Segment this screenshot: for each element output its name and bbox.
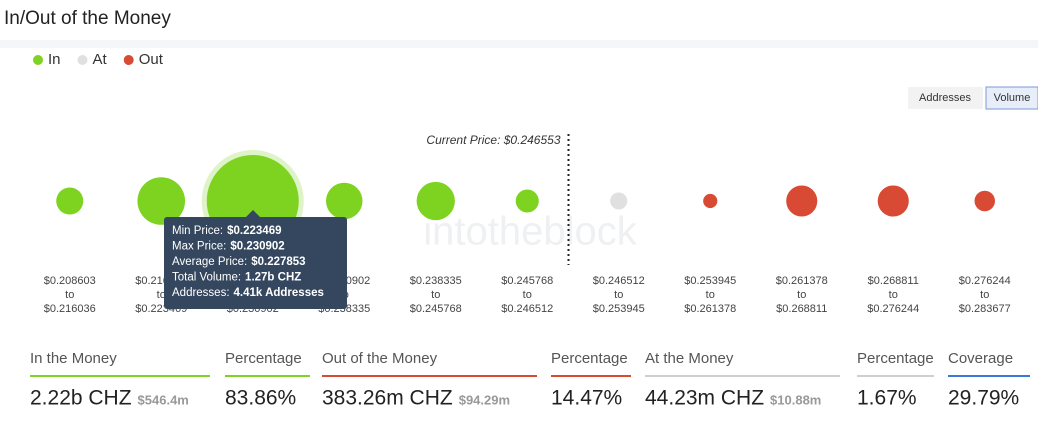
bubble [610,192,628,210]
summary-underline [948,375,1030,377]
summary-title: In the Money [30,350,117,367]
range-to: $0.246512 [501,303,553,315]
watermark: intotheblock [423,210,637,254]
range-word: to [706,289,715,301]
tooltip-value: $0.230902 [230,241,284,253]
summary-underline [645,375,840,377]
bubble [786,185,818,217]
summary-title: At the Money [645,350,734,367]
tooltip-value: $0.227853 [251,256,305,268]
legend-dot [123,55,134,65]
button-label[interactable]: Addresses [919,92,971,104]
bubble [877,185,909,217]
summary-value: 1.67% [857,387,917,410]
range-from: $0.246512 [593,275,645,287]
range-to: $0.276244 [867,303,919,315]
tooltip-label: Min Price: [172,225,223,237]
bubble [416,181,455,221]
summary-title: Out of the Money [322,350,438,367]
range-word: to [157,289,166,301]
button-active[interactable] [985,86,1038,110]
bubble [56,187,84,215]
bubble [974,190,995,212]
range-word: to [980,289,989,301]
tooltip-value: 1.27b CHZ [245,272,301,284]
summary-title: Coverage [948,350,1013,367]
legend-label: At [93,51,108,68]
range-to: $0.245768 [410,303,462,315]
summary-value: 14.47% [551,387,622,410]
range-to: $0.283677 [959,303,1011,315]
summary-title: Percentage [551,350,628,367]
range-to: $0.253945 [593,303,645,315]
range-from: $0.268811 [868,275,919,287]
summary-underline [551,375,631,377]
summary-underline [225,375,310,377]
summary-sub: $10.88m [770,392,821,407]
title: In/Out of the Money [4,8,171,29]
legend-dot [77,55,88,65]
bubble [325,182,363,220]
tooltip-label: Total Volume: [172,272,241,284]
range-word: to [431,289,440,301]
summary-title: Percentage [225,350,302,367]
summary-value: 383.26m CHZ [322,387,453,410]
range-word: to [523,289,532,301]
summary-value: 2.22b CHZ [30,387,132,410]
summary-underline [857,375,934,377]
summary-sub: $546.4m [138,392,189,407]
tooltip-label: Addresses: [172,287,230,299]
range-to: $0.261378 [684,303,736,315]
bubble [515,189,539,213]
range-from: $0.208603 [44,275,96,287]
range-word: to [797,289,806,301]
bubble [703,193,718,209]
tooltip-value: 4.41k Addresses [234,287,324,299]
range-from: $0.253945 [684,275,736,287]
summary-underline [322,375,537,377]
bubble [137,177,186,225]
button[interactable] [908,87,983,109]
legend-label: In [48,51,61,68]
tooltip-box [164,217,347,309]
tooltip-value: $0.223469 [227,225,281,237]
divider [0,40,1038,48]
tooltip-label: Max Price: [172,241,226,253]
range-word: to [889,289,898,301]
range-from: $0.261378 [776,275,828,287]
range-from: $0.238335 [410,275,462,287]
tooltip-label: Average Price: [172,256,247,268]
summary-title: Percentage [857,350,934,367]
summary-sub: $94.29m [459,392,510,407]
summary-value: 44.23m CHZ [645,387,764,410]
range-word: to [65,289,74,301]
summary: In the Money 2.22b CHZ $546.4m Percentage 83… [30,350,1030,410]
legend-dot [33,55,43,65]
tooltip-arrow [246,210,260,217]
range-from: $0.245768 [501,275,553,287]
button-label[interactable]: Volume [994,92,1031,104]
summary-underline [30,375,210,377]
current-price-label: Current Price: $0.246553 [426,133,560,147]
summary-value: 83.86% [225,387,296,410]
range-to: $0.216036 [44,303,96,315]
range-word: to [614,289,623,301]
range-to: $0.268811 [776,303,827,315]
summary-value: 29.79% [948,387,1019,410]
legend-label: Out [139,51,164,68]
range-from: $0.276244 [959,275,1011,287]
